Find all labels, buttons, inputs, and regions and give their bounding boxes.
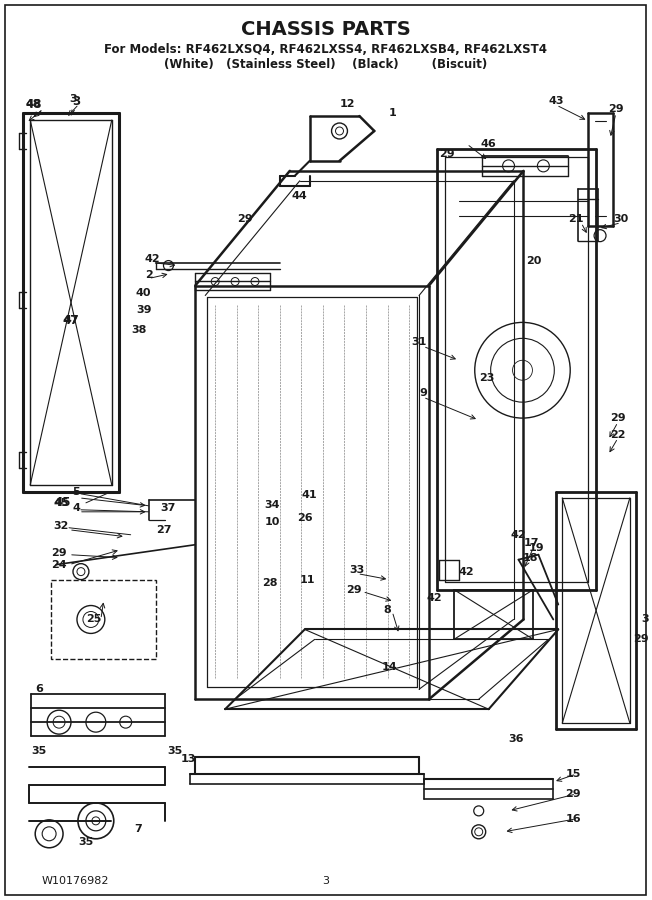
Bar	[51, 580, 156, 660]
Circle shape	[475, 828, 482, 836]
Text: 1: 1	[389, 108, 396, 118]
Text: 5: 5	[72, 487, 80, 497]
Text: 48: 48	[25, 99, 41, 109]
Text: W10176982: W10176982	[41, 876, 109, 886]
Text: 13: 13	[181, 754, 196, 764]
Text: 30: 30	[614, 213, 629, 224]
Circle shape	[474, 806, 484, 816]
Circle shape	[512, 360, 533, 380]
Text: 35: 35	[31, 746, 47, 756]
Text: 47: 47	[63, 314, 79, 327]
Circle shape	[53, 716, 65, 728]
Text: For Models: RF462LXSQ4, RF462LXSS4, RF462LXSB4, RF462LXST4: For Models: RF462LXSQ4, RF462LXSS4, RF46…	[104, 42, 547, 56]
Text: 40: 40	[136, 289, 151, 299]
Text: 22: 22	[610, 430, 626, 440]
Text: 33: 33	[349, 564, 365, 574]
Text: 37: 37	[161, 503, 176, 513]
Text: 41: 41	[302, 490, 318, 500]
Circle shape	[77, 568, 85, 576]
Text: 16: 16	[565, 814, 581, 824]
Circle shape	[120, 716, 132, 728]
Text: 4: 4	[72, 503, 80, 513]
Text: CHASSIS PARTS: CHASSIS PARTS	[241, 20, 411, 39]
Text: 35: 35	[168, 746, 183, 756]
Circle shape	[78, 803, 113, 839]
Circle shape	[164, 261, 173, 271]
Circle shape	[251, 277, 259, 285]
Circle shape	[83, 611, 99, 627]
Text: 35: 35	[78, 837, 93, 847]
Text: 34: 34	[264, 500, 280, 509]
Circle shape	[503, 160, 514, 172]
Circle shape	[475, 322, 570, 418]
Text: 29: 29	[633, 634, 649, 644]
Text: 26: 26	[297, 513, 312, 523]
Circle shape	[332, 123, 348, 139]
Text: (White)   (Stainless Steel)    (Black)        (Biscuit): (White) (Stainless Steel) (Black) (Biscu…	[164, 58, 487, 71]
Circle shape	[537, 160, 550, 172]
Text: 3: 3	[72, 94, 80, 108]
Text: 10: 10	[264, 517, 280, 526]
Text: 3: 3	[641, 615, 649, 625]
Text: 6: 6	[35, 684, 43, 694]
Text: 46: 46	[481, 139, 497, 148]
Text: 29: 29	[347, 585, 363, 595]
Text: 2: 2	[145, 269, 153, 280]
Circle shape	[211, 277, 219, 285]
Text: 47: 47	[63, 315, 79, 326]
Text: 9: 9	[419, 388, 427, 398]
Circle shape	[594, 230, 606, 241]
Text: 12: 12	[340, 99, 355, 109]
Circle shape	[77, 606, 105, 634]
Text: 39: 39	[136, 305, 151, 315]
Text: 42: 42	[511, 530, 526, 540]
Circle shape	[35, 820, 63, 848]
Circle shape	[86, 811, 106, 831]
Text: 24: 24	[52, 560, 67, 570]
Text: 28: 28	[262, 578, 278, 588]
Text: 23: 23	[479, 374, 494, 383]
Text: 27: 27	[156, 525, 171, 535]
Text: 36: 36	[509, 734, 524, 744]
Text: 21: 21	[569, 213, 584, 224]
Text: 15: 15	[565, 769, 581, 779]
Circle shape	[47, 710, 71, 734]
Text: 25: 25	[86, 615, 102, 625]
Text: 11: 11	[300, 574, 316, 585]
Text: 29: 29	[52, 548, 67, 558]
Text: 29: 29	[608, 104, 624, 114]
Text: 14: 14	[381, 662, 397, 672]
Circle shape	[336, 127, 344, 135]
Circle shape	[86, 712, 106, 732]
Text: 8: 8	[383, 605, 391, 615]
Text: 18: 18	[523, 553, 538, 562]
Text: 43: 43	[548, 96, 564, 106]
Text: 17: 17	[524, 537, 539, 548]
Text: 44: 44	[292, 191, 308, 201]
Text: 38: 38	[131, 326, 146, 336]
Text: 3: 3	[69, 94, 77, 104]
Circle shape	[231, 277, 239, 285]
Text: 45: 45	[55, 496, 71, 509]
Text: 20: 20	[526, 256, 541, 266]
Text: 29: 29	[439, 148, 454, 159]
Text: 29: 29	[610, 413, 626, 423]
Circle shape	[491, 338, 554, 402]
Text: 42: 42	[145, 254, 160, 264]
Text: 29: 29	[237, 213, 253, 224]
Text: 42: 42	[426, 592, 442, 602]
Circle shape	[73, 563, 89, 580]
Text: 32: 32	[53, 521, 68, 531]
Text: 19: 19	[529, 543, 544, 553]
Text: 7: 7	[135, 824, 143, 833]
Text: 45: 45	[53, 498, 69, 508]
Text: 31: 31	[411, 338, 427, 347]
Text: 42: 42	[459, 567, 475, 577]
Text: 29: 29	[565, 789, 581, 799]
Circle shape	[92, 817, 100, 824]
Text: 3: 3	[322, 876, 329, 886]
Text: 48: 48	[25, 97, 42, 111]
Circle shape	[472, 824, 486, 839]
Circle shape	[42, 827, 56, 841]
